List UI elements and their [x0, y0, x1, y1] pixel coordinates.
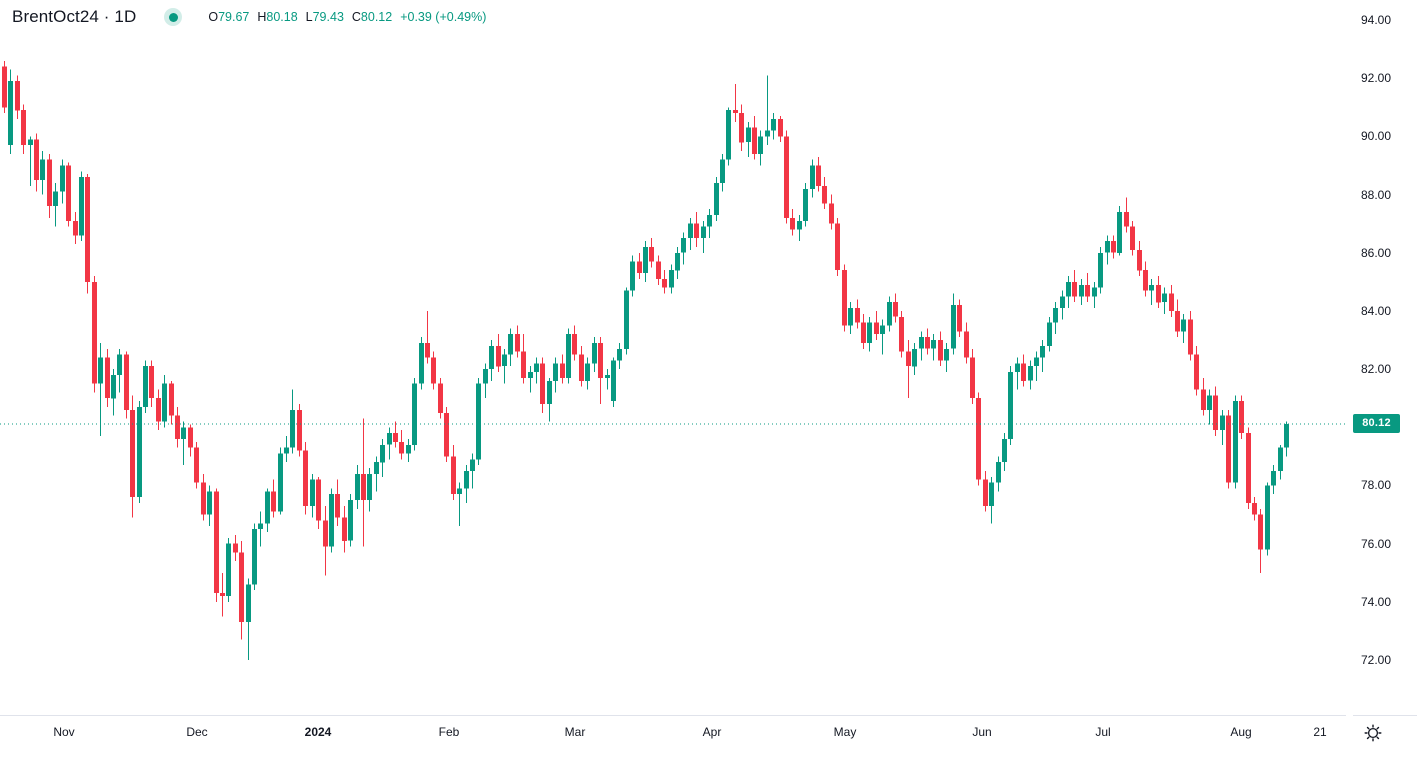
market-status-dot[interactable]	[164, 8, 183, 26]
price-tick-label: 84.00	[1361, 304, 1392, 318]
time-axis-label: Aug	[1230, 725, 1252, 739]
time-axis-label: Feb	[438, 725, 460, 739]
last-price-badge: 80.12	[1353, 414, 1400, 433]
time-axis-year-label: 2024	[304, 725, 332, 739]
price-tick-label: 82.00	[1361, 362, 1392, 376]
candles[interactable]	[2, 60, 1289, 660]
time-axis-label: Dec	[186, 725, 208, 739]
time-axis-label: Jun	[972, 725, 992, 739]
symbol-legend[interactable]: BrentOct24 · 1D O79.67 H80.18 L79.43 C80…	[12, 5, 486, 29]
price-tick-label: 74.00	[1361, 595, 1392, 609]
high-value: 80.18	[266, 10, 298, 24]
low-value: 79.43	[312, 10, 344, 24]
price-tick-label: 76.00	[1361, 537, 1392, 551]
time-axis-label: May	[833, 725, 857, 739]
price-tick-label: 94.00	[1361, 13, 1392, 27]
time-axis-label: Jul	[1095, 725, 1111, 739]
price-tick-label: 72.00	[1361, 653, 1392, 667]
ohlc-readout: O79.67 H80.18 L79.43 C80.12 +0.39 (+0.49…	[208, 10, 486, 24]
high-label: H	[257, 10, 267, 24]
low-label: L	[305, 10, 313, 24]
price-tick-label: 90.00	[1361, 129, 1392, 143]
price-tick-label: 88.00	[1361, 188, 1392, 202]
market-status-icon	[168, 12, 178, 22]
time-axis-label: Nov	[53, 725, 75, 739]
price-axis-separator	[1353, 715, 1417, 716]
price-tick-label: 78.00	[1361, 478, 1392, 492]
settings-gear-icon[interactable]	[1363, 723, 1383, 743]
time-axis[interactable]: Nov Dec 2024 Feb Mar Apr May Jun Jul Aug 21	[0, 715, 1417, 770]
open-value: 79.67	[218, 10, 250, 24]
close-label: C	[351, 10, 361, 24]
price-tick-label: 92.00	[1361, 71, 1392, 85]
change-value: +0.39 (+0.49%)	[400, 10, 487, 24]
open-label: O	[208, 10, 219, 24]
close-value: 80.12	[360, 10, 393, 24]
time-axis-separator	[0, 715, 1346, 716]
candlestick-plot[interactable]	[0, 0, 1345, 715]
time-axis-label: Apr	[702, 725, 722, 739]
price-axis[interactable]: 80.12 94.00 92.00 90.00 88.00 86.00 84.00 82.0…	[1345, 0, 1417, 715]
time-axis-label: Mar	[564, 725, 586, 739]
price-tick-label: 86.00	[1361, 246, 1392, 260]
symbol-title[interactable]: BrentOct24 · 1D	[12, 7, 137, 26]
time-axis-label: 21	[1313, 725, 1327, 739]
